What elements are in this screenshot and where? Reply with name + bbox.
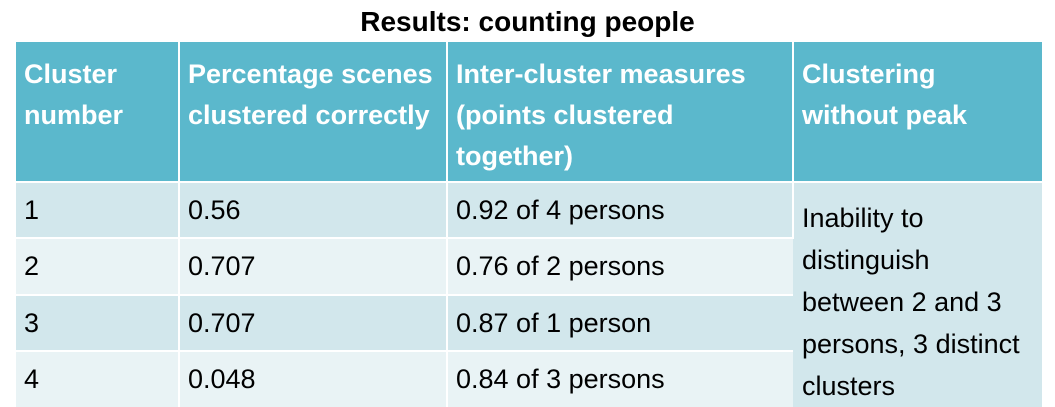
- cell-percentage: 0.048: [179, 349, 448, 407]
- cell-percentage: 0.56: [179, 180, 448, 239]
- cell-cluster: 3: [16, 293, 180, 351]
- header-percentage: Percentage scenes clustered correctly: [179, 42, 448, 182]
- header-inter-cluster: Inter-cluster measures (points clustered…: [447, 42, 794, 182]
- cell-inter: 0.76 of 2 persons: [447, 237, 793, 295]
- results-table: Cluster number Percentage scenes cluster…: [16, 42, 1042, 407]
- header-cluster-number: Cluster number: [16, 42, 180, 182]
- cell-cluster: 1: [16, 180, 180, 239]
- cell-inter: 0.87 of 1 person: [447, 293, 793, 351]
- cell-inter: 0.92 of 4 persons: [447, 180, 794, 239]
- cell-clustering-note: Inability to distinguish between 2 and 3…: [793, 181, 1042, 407]
- table-row: 4 0.048 0.84 of 3 persons: [16, 349, 1042, 407]
- header-clustering-without-peak: Clustering without peak: [793, 42, 1042, 182]
- cell-cluster: 2: [16, 237, 180, 295]
- table-header-row: Cluster number Percentage scenes cluster…: [16, 42, 1042, 182]
- cell-percentage: 0.707: [179, 237, 448, 295]
- page-title: Results: counting people: [360, 6, 695, 37]
- table-row: 1 0.56 0.92 of 4 persons Inability to di…: [16, 180, 1042, 407]
- cell-inter: 0.84 of 3 persons: [447, 349, 793, 407]
- cell-percentage: 0.707: [179, 293, 448, 351]
- table-row: 3 0.707 0.87 of 1 person: [16, 293, 1042, 351]
- cell-cluster: 4: [16, 349, 180, 407]
- table-row: 2 0.707 0.76 of 2 persons: [16, 237, 1042, 295]
